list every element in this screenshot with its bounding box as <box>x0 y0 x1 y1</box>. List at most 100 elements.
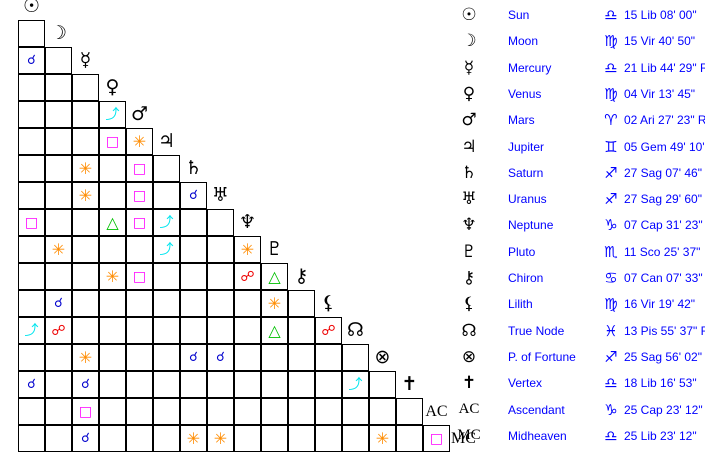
aspect-cell-empty[interactable] <box>45 101 72 128</box>
aspect-cell-empty[interactable] <box>315 344 342 371</box>
aspect-cell-quincunx[interactable]: ⤴ <box>99 101 126 128</box>
aspect-cell-sextile[interactable]: ✳ <box>234 236 261 263</box>
aspect-cell-empty[interactable] <box>288 371 315 398</box>
aspect-cell-empty[interactable] <box>18 344 45 371</box>
aspect-cell-empty[interactable] <box>99 317 126 344</box>
aspect-cell-empty[interactable] <box>288 398 315 425</box>
aspect-cell-empty[interactable] <box>153 371 180 398</box>
aspect-cell-empty[interactable] <box>126 236 153 263</box>
aspect-cell-empty[interactable] <box>315 425 342 452</box>
aspect-cell-empty[interactable] <box>18 425 45 452</box>
aspect-cell-empty[interactable] <box>153 425 180 452</box>
aspect-cell-empty[interactable] <box>45 263 72 290</box>
aspect-cell-empty[interactable] <box>180 290 207 317</box>
aspect-cell-empty[interactable] <box>72 290 99 317</box>
aspect-cell-empty[interactable] <box>18 101 45 128</box>
aspect-cell-empty[interactable] <box>153 182 180 209</box>
aspect-cell-empty[interactable] <box>153 398 180 425</box>
aspect-cell-empty[interactable] <box>234 371 261 398</box>
aspect-cell-empty[interactable] <box>99 155 126 182</box>
aspect-cell-empty[interactable] <box>207 371 234 398</box>
aspect-cell-opposition[interactable]: ☍ <box>315 317 342 344</box>
aspect-cell-empty[interactable] <box>18 128 45 155</box>
aspect-cell-quincunx[interactable]: ⤴ <box>18 317 45 344</box>
aspect-cell-empty[interactable] <box>45 398 72 425</box>
aspect-cell-empty[interactable] <box>99 182 126 209</box>
aspect-cell-empty[interactable] <box>126 398 153 425</box>
aspect-cell-conjunction[interactable]: ☌ <box>180 182 207 209</box>
aspect-cell-empty[interactable] <box>45 371 72 398</box>
aspect-cell-empty[interactable] <box>72 209 99 236</box>
aspect-cell-empty[interactable] <box>45 128 72 155</box>
aspect-cell-empty[interactable] <box>18 74 45 101</box>
aspect-cell-conjunction[interactable]: ☌ <box>72 425 99 452</box>
aspect-cell-empty[interactable] <box>180 317 207 344</box>
aspect-cell-empty[interactable] <box>126 425 153 452</box>
aspect-cell-empty[interactable] <box>18 236 45 263</box>
aspect-cell-empty[interactable] <box>153 317 180 344</box>
aspect-cell-conjunction[interactable]: ☌ <box>18 47 45 74</box>
aspect-cell-empty[interactable] <box>45 47 72 74</box>
aspect-cell-empty[interactable] <box>126 371 153 398</box>
aspect-cell-sextile[interactable]: ✳ <box>99 263 126 290</box>
aspect-cell-trine[interactable]: △ <box>99 209 126 236</box>
aspect-cell-quincunx[interactable]: ⤴ <box>153 209 180 236</box>
aspect-cell-empty[interactable] <box>153 155 180 182</box>
aspect-cell-square[interactable]: □ <box>126 209 153 236</box>
aspect-cell-square[interactable]: □ <box>126 155 153 182</box>
aspect-cell-empty[interactable] <box>234 398 261 425</box>
aspect-cell-empty[interactable] <box>207 317 234 344</box>
aspect-cell-sextile[interactable]: ✳ <box>261 290 288 317</box>
aspect-cell-empty[interactable] <box>369 371 396 398</box>
aspect-cell-empty[interactable] <box>369 398 396 425</box>
aspect-cell-empty[interactable] <box>99 425 126 452</box>
aspect-cell-conjunction[interactable]: ☌ <box>45 290 72 317</box>
aspect-cell-opposition[interactable]: ☍ <box>45 317 72 344</box>
aspect-cell-empty[interactable] <box>72 317 99 344</box>
aspect-cell-empty[interactable] <box>180 209 207 236</box>
aspect-cell-empty[interactable] <box>153 290 180 317</box>
aspect-cell-empty[interactable] <box>261 344 288 371</box>
aspect-cell-conjunction[interactable]: ☌ <box>180 344 207 371</box>
aspect-cell-empty[interactable] <box>45 344 72 371</box>
aspect-cell-empty[interactable] <box>45 74 72 101</box>
aspect-cell-square[interactable]: □ <box>423 425 450 452</box>
aspect-cell-empty[interactable] <box>99 236 126 263</box>
aspect-cell-empty[interactable] <box>72 128 99 155</box>
aspect-cell-quincunx[interactable]: ⤴ <box>153 236 180 263</box>
aspect-cell-empty[interactable] <box>261 425 288 452</box>
aspect-cell-empty[interactable] <box>207 290 234 317</box>
aspect-cell-empty[interactable] <box>234 290 261 317</box>
aspect-cell-sextile[interactable]: ✳ <box>72 155 99 182</box>
aspect-cell-empty[interactable] <box>207 263 234 290</box>
aspect-cell-empty[interactable] <box>261 398 288 425</box>
aspect-cell-empty[interactable] <box>45 209 72 236</box>
aspect-cell-empty[interactable] <box>18 20 45 47</box>
aspect-cell-square[interactable]: □ <box>126 263 153 290</box>
aspect-cell-opposition[interactable]: ☍ <box>234 263 261 290</box>
aspect-cell-empty[interactable] <box>180 371 207 398</box>
aspect-cell-empty[interactable] <box>72 263 99 290</box>
aspect-cell-empty[interactable] <box>342 398 369 425</box>
aspect-cell-empty[interactable] <box>153 344 180 371</box>
aspect-cell-empty[interactable] <box>45 425 72 452</box>
aspect-cell-trine[interactable]: △ <box>261 317 288 344</box>
aspect-cell-empty[interactable] <box>45 182 72 209</box>
aspect-cell-empty[interactable] <box>126 317 153 344</box>
aspect-cell-empty[interactable] <box>72 101 99 128</box>
aspect-cell-square[interactable]: □ <box>126 182 153 209</box>
aspect-cell-empty[interactable] <box>45 155 72 182</box>
aspect-cell-empty[interactable] <box>99 290 126 317</box>
aspect-cell-sextile[interactable]: ✳ <box>180 425 207 452</box>
aspect-cell-square[interactable]: □ <box>72 398 99 425</box>
aspect-cell-empty[interactable] <box>288 425 315 452</box>
aspect-cell-empty[interactable] <box>180 263 207 290</box>
aspect-cell-empty[interactable] <box>18 263 45 290</box>
aspect-cell-empty[interactable] <box>18 398 45 425</box>
aspect-cell-sextile[interactable]: ✳ <box>45 236 72 263</box>
aspect-cell-conjunction[interactable]: ☌ <box>72 371 99 398</box>
aspect-cell-empty[interactable] <box>99 371 126 398</box>
aspect-grid[interactable]: ☌ ⤴ □ ✳ ✳ □ ✳ □ ☌ □ △ □ ⤴ ✳ ⤴ ✳ ✳ □ ☍ △ ☌ ✳ ⤴ ☍ △ ☍ ✳ ☌ ☌ ☌ ☌ ⤴ □ ☌ ✳ ✳ ✳ □ ☉ ☽… <box>0 0 476 452</box>
aspect-cell-empty[interactable] <box>315 398 342 425</box>
aspect-cell-empty[interactable] <box>72 74 99 101</box>
